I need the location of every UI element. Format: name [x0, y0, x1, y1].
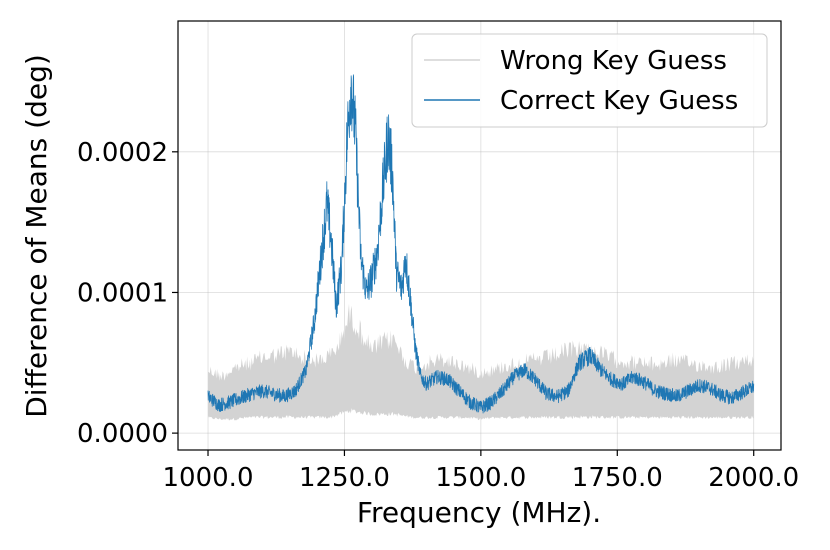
x-tick-label-4: 2000.0 — [708, 463, 799, 493]
x-tick-label-2: 1500.0 — [435, 463, 526, 493]
y-axis-ticks: 0.0000 0.0001 0.0002 — [77, 138, 178, 449]
legend-frame — [411, 33, 768, 128]
x-axis-ticks: 1000.0 1250.0 1500.0 1750.0 2000.0 — [163, 450, 799, 493]
x-tick-label-1: 1250.0 — [299, 463, 390, 493]
plot-frame — [177, 20, 782, 451]
correct-key-line — [207, 74, 755, 414]
x-tick-label-0: 1000.0 — [163, 463, 254, 493]
y-axis-label: Difference of Means (deg) — [20, 54, 53, 418]
series-correct-key-guess-line — [207, 74, 755, 414]
series-wrong-key-guess-band — [208, 303, 754, 421]
legend-label-correct-key-guess: Correct Key Guess — [500, 86, 738, 116]
y-tick-label-2: 0.0002 — [77, 138, 168, 168]
legend-label-wrong-key-guess: Wrong Key Guess — [500, 46, 727, 76]
legend: Wrong Key Guess Correct Key Guess — [411, 33, 768, 128]
x-axis-label: Frequency (MHz). — [357, 496, 601, 529]
x-tick-label-3: 1750.0 — [572, 463, 663, 493]
y-tick-label-1: 0.0001 — [77, 278, 168, 308]
wrong-key-band — [208, 303, 754, 421]
y-tick-label-0: 0.0000 — [77, 419, 168, 449]
